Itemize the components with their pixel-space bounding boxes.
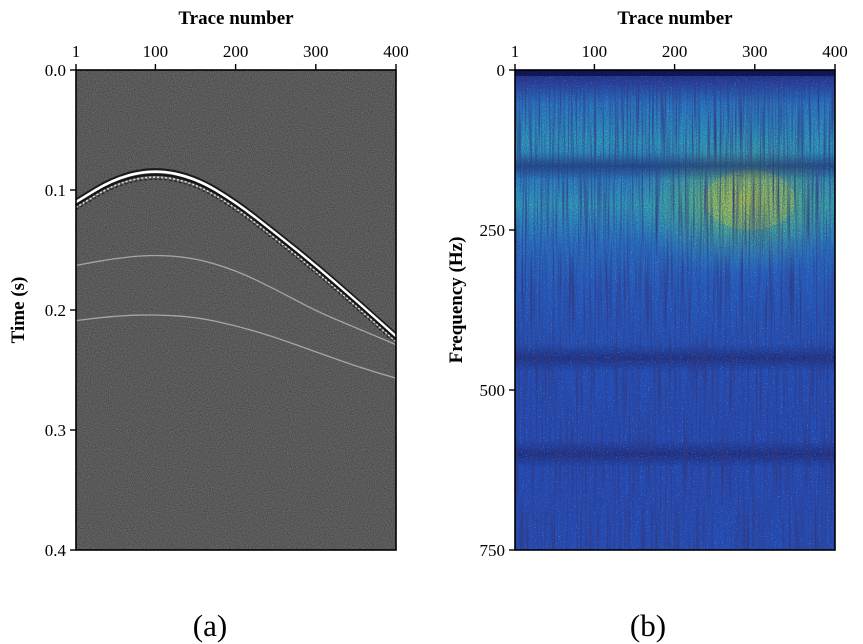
x-axis-title-b: Trace number [617, 8, 733, 29]
event-trough [76, 168, 396, 335]
weak-event-peak [76, 314, 396, 379]
seismic-noise [76, 70, 396, 550]
spectrogram-streaks [515, 70, 835, 550]
x-tick-label: 300 [742, 42, 768, 61]
y-tick-label: 0 [497, 61, 506, 80]
weak-event-trough [76, 312, 396, 377]
x-ticks-a: 1 100 200 300 400 [72, 42, 409, 70]
x-axis-title-a: Trace number [178, 8, 294, 29]
y-tick-label: 250 [480, 221, 506, 240]
spectrogram-image [515, 70, 835, 550]
event-coda [76, 178, 396, 345]
event-peak [76, 170, 396, 338]
event-coda [76, 176, 396, 343]
caption-b: (b) [630, 608, 666, 643]
weak-event-trough [76, 252, 396, 344]
x-tick-label: 100 [582, 42, 608, 61]
panel-b: 1 100 200 300 400 0 250 500 750 Trace number Fr… [446, 8, 848, 643]
x-tick-label: 1 [511, 42, 520, 61]
event-trough [76, 173, 396, 341]
y-tick-label: 0.3 [45, 421, 66, 440]
x-tick-label: 400 [822, 42, 848, 61]
panel-a: 1 100 200 300 400 0.0 0.1 0.2 0.3 0.4 Trace numb… [8, 8, 409, 643]
y-tick-label: 0.0 [45, 61, 66, 80]
y-axis-title-a: Time (s) [8, 277, 29, 344]
x-tick-label: 100 [143, 42, 169, 61]
x-tick-label: 200 [223, 42, 249, 61]
caption-a: (a) [193, 608, 227, 643]
x-tick-label: 400 [383, 42, 409, 61]
weak-event-peak [76, 254, 396, 346]
y-axis-title-b: Frequency (Hz) [446, 237, 467, 364]
x-tick-label: 200 [662, 42, 688, 61]
x-ticks-b: 1 100 200 300 400 [511, 42, 848, 70]
spectrogram-top-edge [515, 70, 835, 76]
x-tick-label: 300 [303, 42, 329, 61]
y-tick-label: 500 [480, 381, 506, 400]
seismic-image [76, 70, 396, 550]
y-ticks-a: 0.0 0.1 0.2 0.3 0.4 [45, 61, 76, 560]
y-tick-label: 0.2 [45, 301, 66, 320]
y-ticks-b: 0 250 500 750 [480, 61, 515, 560]
y-tick-label: 0.1 [45, 181, 66, 200]
seismic-events [76, 168, 396, 379]
x-tick-label: 1 [72, 42, 81, 61]
y-tick-label: 750 [480, 541, 506, 560]
y-tick-label: 0.4 [45, 541, 67, 560]
